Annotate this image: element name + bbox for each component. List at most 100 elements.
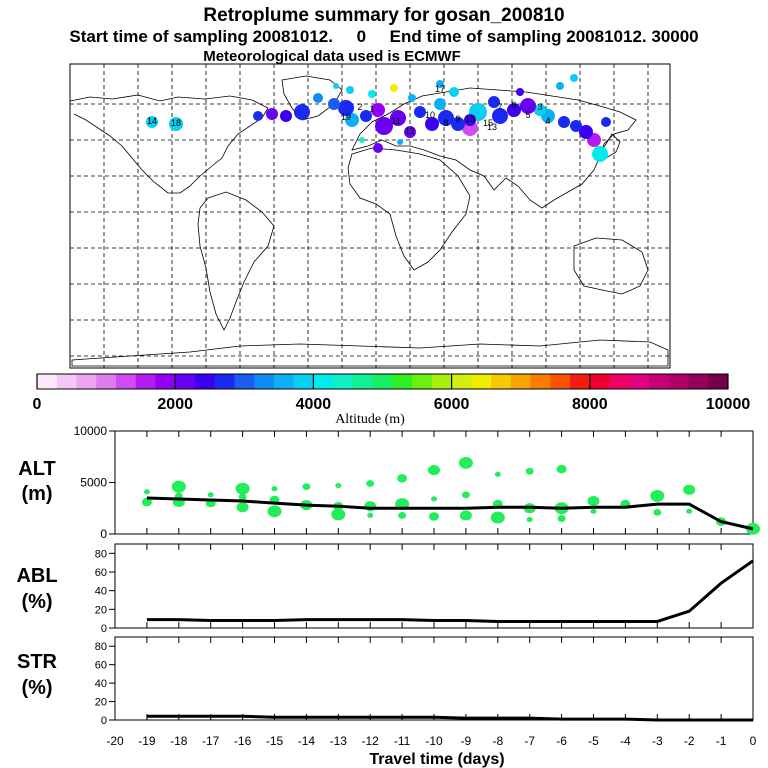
str-label-line1: STR — [17, 651, 58, 673]
plume-label: 10 — [425, 110, 435, 120]
alt-point — [236, 502, 249, 513]
colorbar-ticks: 0 2000 4000 6000 8000 10000 — [33, 374, 751, 413]
abl-label-line2: (%) — [21, 591, 52, 613]
alt-point — [650, 489, 665, 502]
plume-marker — [368, 90, 376, 98]
plume-label: 2 — [357, 102, 362, 112]
colorbar-cell — [115, 374, 137, 389]
colorbar-title: Altitude (m) — [335, 412, 405, 427]
plume-label: 18 — [171, 118, 181, 128]
plume-marker — [390, 110, 406, 126]
plume-label: 13 — [487, 122, 497, 132]
x-tick-label: -12 — [362, 734, 380, 748]
alt-point — [556, 464, 567, 474]
y-tick-label: 20 — [95, 604, 107, 616]
sampling-times: Start time of sampling 20081012. 0 End t… — [69, 27, 698, 46]
alt-point — [459, 510, 472, 521]
plume-label: 7 — [497, 102, 502, 112]
x-tick-label: -7 — [524, 734, 535, 748]
colorbar-cell — [175, 374, 196, 389]
x-tick-label: -20 — [106, 734, 124, 748]
colorbar-cell — [451, 374, 472, 389]
plume-marker — [313, 93, 323, 103]
plume-label: 8 — [443, 118, 448, 128]
alt-points — [141, 456, 760, 535]
colorbar-cell — [333, 374, 354, 389]
colorbar-cell — [471, 374, 492, 389]
plume-marker — [253, 111, 263, 121]
alt-point — [141, 497, 152, 507]
alt-point — [590, 508, 597, 514]
plume-marker — [438, 110, 454, 126]
colorbar-cell — [56, 374, 77, 389]
alt-point — [397, 474, 408, 483]
alt-label-line1: ALT — [18, 458, 55, 480]
plume-marker — [375, 117, 393, 135]
plume-marker — [294, 104, 310, 120]
colorbar-cell — [135, 374, 156, 389]
abl-panel: ABL (%) 80 60 40 20 0 — [16, 543, 754, 635]
x-tick-label: -11 — [394, 734, 411, 748]
coastline-africa — [347, 147, 471, 271]
colorbar-cell — [550, 374, 571, 389]
plume-label: 1 — [369, 104, 374, 114]
colorbar-cell — [37, 374, 58, 389]
alt-x-ticks — [146, 431, 722, 534]
y-tick-label: 0 — [101, 715, 107, 727]
alt-point — [653, 508, 662, 516]
colorbar-cell — [214, 374, 235, 389]
plume-marker — [488, 96, 500, 108]
alt-point — [526, 517, 533, 523]
plume-marker — [146, 116, 158, 128]
x-tick-label: -15 — [266, 734, 284, 748]
plume-marker — [266, 108, 278, 120]
colorbar-cell — [254, 374, 275, 389]
colorbar-cell — [96, 374, 117, 389]
plume-label: 4 — [545, 116, 550, 126]
alt-point — [331, 508, 346, 521]
str-label-line2: (%) — [21, 677, 52, 699]
plume-marker — [436, 80, 444, 88]
alt-point — [494, 471, 501, 477]
coastline-australia — [573, 237, 649, 295]
alt-point — [235, 482, 250, 495]
colorbar-tick-label: 10000 — [706, 396, 751, 413]
x-tick-label: -8 — [492, 734, 503, 748]
plume-marker — [449, 87, 459, 97]
plume-marker — [492, 108, 508, 124]
plume-marker — [346, 86, 354, 94]
colorbar-cell — [668, 374, 689, 389]
plume-label: 11 — [391, 116, 400, 126]
plume-marker — [371, 103, 385, 117]
plume-marker — [507, 103, 521, 117]
plume-marker — [516, 88, 524, 96]
colorbar-cell — [431, 374, 452, 389]
plume-marker — [280, 110, 292, 122]
x-tick-label: -5 — [588, 734, 599, 748]
plume-marker — [534, 104, 546, 116]
colorbar-cell — [530, 374, 551, 389]
y-tick-label: 40 — [95, 586, 107, 598]
colorbar-tick-label: 8000 — [572, 396, 608, 413]
alt-y-ticks: 10000 5000 0 — [74, 424, 115, 541]
abl-x-ticks — [146, 544, 722, 628]
y-tick-label: 60 — [95, 567, 107, 579]
colorbar-cell — [273, 374, 295, 389]
abl-line — [146, 559, 754, 623]
plume-marker — [558, 116, 570, 128]
plume-marker — [390, 84, 398, 92]
colorbar-tick-label: 6000 — [434, 396, 470, 413]
colorbar-cell — [234, 374, 255, 389]
colorbar-tick-label: 2000 — [157, 396, 193, 413]
plume-marker — [592, 146, 608, 162]
alt-point — [207, 492, 214, 498]
alt-point — [490, 511, 505, 524]
plume-marker — [338, 100, 354, 116]
plume-marker — [425, 117, 439, 131]
plume-marker — [414, 106, 426, 118]
abl-label-line1: ABL — [16, 565, 57, 587]
x-axis-title: Travel time (days) — [369, 751, 504, 768]
x-tick-label: -2 — [684, 734, 695, 748]
coastline-north-america — [69, 94, 269, 194]
